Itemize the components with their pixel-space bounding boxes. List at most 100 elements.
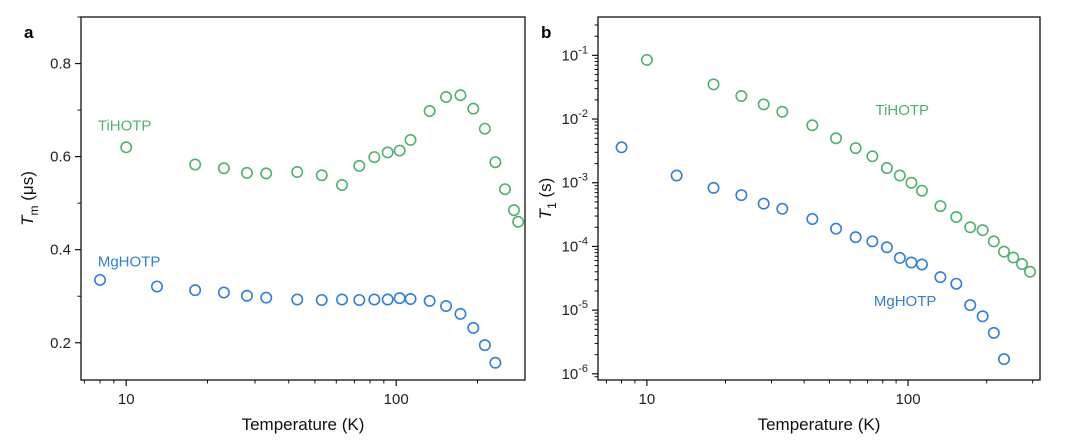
data-point [315, 293, 328, 306]
y-tick-label: 10-3 [562, 172, 588, 192]
y-tick-label: 0.4 [50, 242, 71, 259]
data-point [670, 169, 683, 182]
data-point [381, 146, 394, 159]
data-point [757, 197, 770, 210]
x-axis-title: Temperature (K) [242, 415, 365, 434]
data-point [507, 204, 520, 217]
data-point [776, 202, 789, 215]
data-point [893, 169, 906, 182]
data-point [467, 321, 480, 334]
data-point [150, 280, 163, 293]
x-tick-label: 10 [118, 391, 135, 408]
data-point [189, 284, 202, 297]
data-point [260, 167, 273, 180]
data-point [423, 105, 436, 118]
data-point [950, 210, 963, 223]
data-point [291, 293, 304, 306]
data-point [987, 326, 1000, 339]
data-point [998, 245, 1011, 258]
panel-b: b 10 100 10-6 10-5 10-4 10-3 10-2 10-1 Temperatur… [536, 16, 1041, 434]
series-mghotp [615, 141, 1011, 366]
data-point [806, 212, 819, 225]
data-point [849, 142, 862, 155]
data-point [915, 184, 928, 197]
data-point [866, 235, 879, 248]
panel-letter: a [24, 23, 34, 42]
data-point [615, 141, 628, 154]
data-point [393, 144, 406, 157]
data-point [905, 176, 918, 189]
data-point [512, 215, 525, 228]
series-label-mghotp: MgHOTP [874, 293, 937, 310]
data-point [478, 122, 491, 135]
data-point [830, 222, 843, 235]
data-point [830, 132, 843, 145]
data-point [120, 141, 133, 154]
data-point [94, 273, 107, 286]
data-point [381, 293, 394, 306]
y-axis-title: T1 (s) [536, 178, 559, 220]
data-point [707, 78, 720, 91]
data-point [757, 98, 770, 111]
data-point [950, 277, 963, 290]
data-point [735, 90, 748, 103]
data-point [454, 307, 467, 320]
series-label-tihotp: TiHOTP [98, 117, 152, 134]
series-label-tihotp: TiHOTP [875, 102, 929, 119]
data-point [915, 258, 928, 271]
data-point [440, 300, 453, 313]
y-tick-label: 0.6 [50, 149, 71, 166]
y-axis-title: Tm (μs) [18, 171, 41, 226]
data-point [880, 162, 893, 175]
data-point [404, 133, 417, 146]
y-tick-label: 0.8 [50, 56, 71, 73]
data-point [291, 165, 304, 178]
data-point [934, 271, 947, 284]
series-tihotp [640, 53, 1037, 278]
y-tick-label: 10-1 [562, 44, 588, 64]
y-tick-label: 10-2 [562, 108, 588, 128]
data-point [368, 293, 381, 306]
series-tihotp [120, 89, 525, 228]
data-point [489, 156, 502, 169]
panel-a: a 10 100 0.2 0.4 0.6 0.8 Temperature (K) Tm (μs)… [18, 16, 526, 434]
data-point [1007, 251, 1020, 264]
panel-letter: b [541, 23, 551, 42]
x-tick-label: 10 [639, 391, 656, 408]
data-point [315, 169, 328, 182]
x-tick-label: 100 [384, 391, 409, 408]
data-point [976, 310, 989, 323]
data-point [478, 339, 491, 352]
x-tick-label: 100 [896, 391, 921, 408]
plot-frame [80, 16, 526, 381]
data-point [336, 179, 349, 192]
data-point [1015, 257, 1028, 270]
data-point [240, 166, 253, 179]
data-point [735, 189, 748, 202]
y-tick-label: 10-6 [562, 363, 588, 383]
data-point [336, 293, 349, 306]
data-point [987, 235, 1000, 248]
data-point [368, 151, 381, 164]
y-tick-label: 10-4 [562, 235, 588, 255]
y-tick-label: 0.2 [50, 335, 71, 352]
plot-frame [597, 16, 1041, 381]
data-point [217, 162, 230, 175]
data-point [998, 353, 1011, 366]
data-point [404, 293, 417, 306]
data-point [880, 241, 893, 254]
data-point [440, 91, 453, 104]
data-point [353, 159, 366, 172]
x-axis-title: Temperature (K) [758, 415, 881, 434]
data-point [849, 231, 862, 244]
data-point [806, 119, 819, 132]
data-point [776, 105, 789, 118]
data-point [499, 183, 512, 196]
series-mghotp [94, 273, 502, 369]
data-point [489, 356, 502, 369]
data-point [964, 299, 977, 312]
data-point [454, 89, 467, 102]
data-point [707, 181, 720, 194]
data-point [964, 221, 977, 234]
